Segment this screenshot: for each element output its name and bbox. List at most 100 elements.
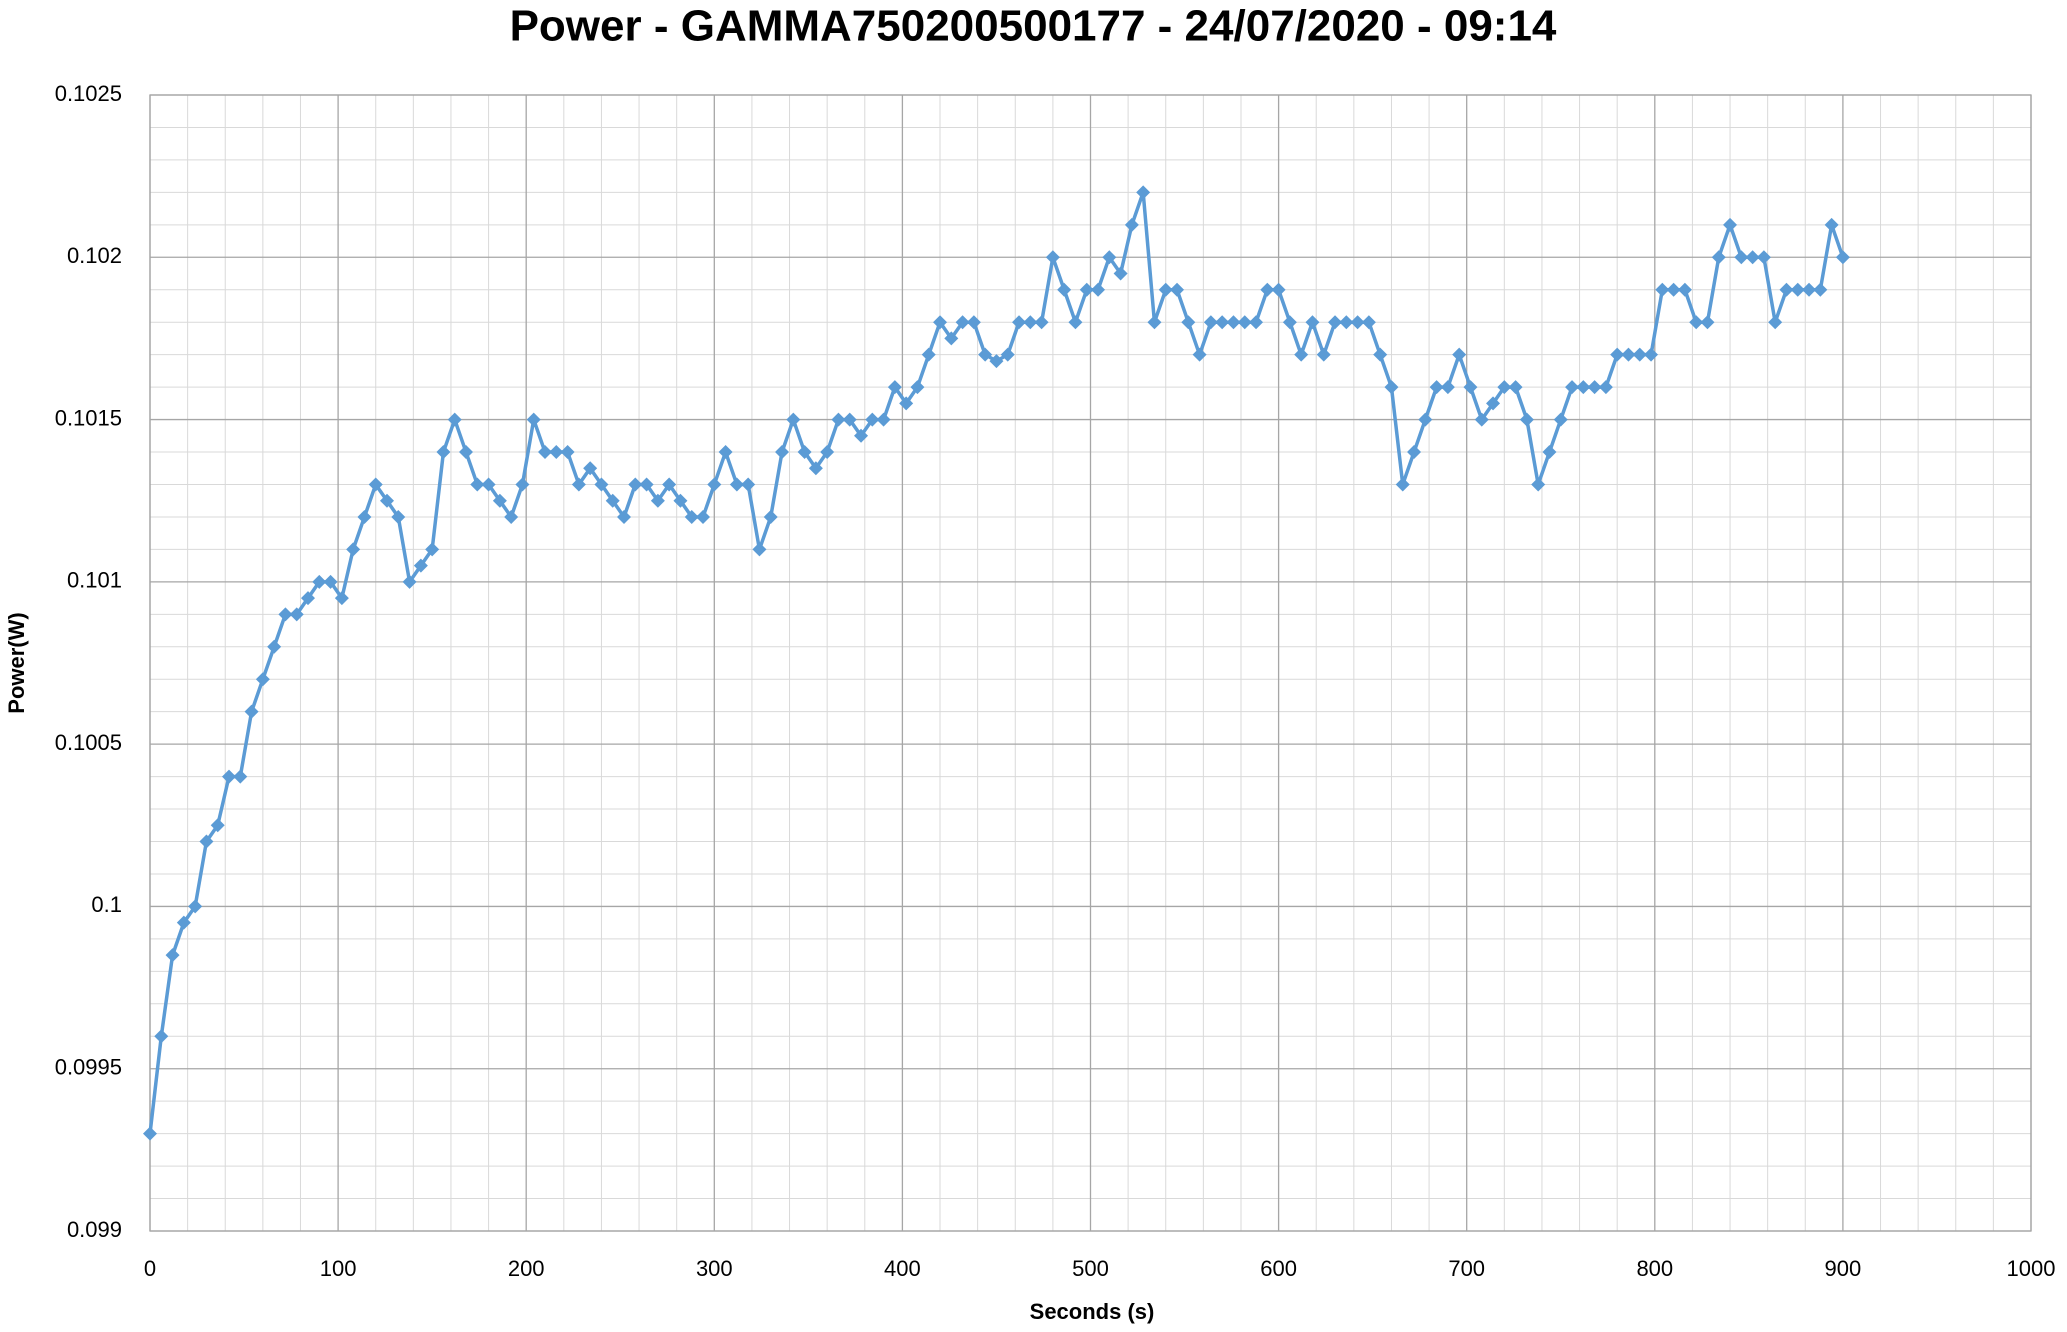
data-line (148, 190, 1845, 1134)
data-point (143, 1126, 157, 1141)
x-tick-label: 1000 (2007, 1256, 2056, 1281)
data-point (1226, 315, 1241, 330)
data-point (876, 412, 891, 427)
data-point (1768, 315, 1783, 330)
data-point (1361, 315, 1376, 330)
data-point (966, 315, 981, 330)
data-point (1045, 250, 1060, 265)
data-point (583, 461, 598, 476)
data-point (1598, 380, 1613, 395)
data-point (301, 591, 316, 606)
data-point (1079, 282, 1094, 297)
data-point (1610, 347, 1625, 362)
data-point (921, 347, 936, 362)
data-point (741, 477, 756, 492)
data-point (786, 412, 801, 427)
data-point (684, 509, 699, 524)
data-point (222, 769, 237, 784)
data-point (887, 380, 902, 395)
data-point (1136, 185, 1151, 200)
data-point (718, 445, 733, 460)
data-point (842, 412, 857, 427)
data-point (899, 396, 914, 411)
data-point (978, 347, 993, 362)
data-point (1802, 282, 1817, 297)
data-point (1813, 282, 1828, 297)
data-point (650, 493, 665, 508)
data-point (1328, 315, 1343, 330)
data-point (1000, 347, 1015, 362)
data-point (1102, 250, 1117, 265)
data-point (199, 834, 214, 849)
data-point (255, 672, 270, 687)
data-point (1790, 282, 1805, 297)
data-point (865, 412, 880, 427)
data-point (1339, 315, 1354, 330)
x-tick-label: 800 (1636, 1256, 1673, 1281)
data-point (1553, 412, 1568, 427)
data-point (1034, 315, 1049, 330)
data-point (1452, 347, 1467, 362)
data-point (176, 915, 191, 930)
data-point (312, 574, 327, 589)
data-point (1418, 412, 1433, 427)
data-point (380, 493, 395, 508)
x-tick-label: 600 (1260, 1256, 1297, 1281)
x-tick-label: 200 (508, 1256, 545, 1281)
data-point (933, 315, 948, 330)
data-point (1519, 412, 1534, 427)
data-point (1666, 282, 1681, 297)
data-point (696, 509, 711, 524)
data-point (244, 704, 259, 719)
data-point (797, 445, 812, 460)
data-point (391, 509, 406, 524)
data-point (278, 607, 293, 622)
data-point (210, 818, 225, 833)
data-point (425, 542, 440, 557)
data-point (334, 591, 349, 606)
data-point (1463, 380, 1478, 395)
y-tick-label: 0.1 (91, 892, 122, 917)
data-point (662, 477, 677, 492)
data-point (1745, 250, 1760, 265)
data-point (1170, 282, 1185, 297)
data-point (605, 493, 620, 508)
data-point (1734, 250, 1749, 265)
data-point (831, 412, 846, 427)
data-point (538, 445, 553, 460)
data-point (707, 477, 722, 492)
data-point (1091, 282, 1106, 297)
data-point (560, 445, 575, 460)
data-point (1068, 315, 1083, 330)
data-point (1012, 315, 1027, 330)
data-point (1271, 282, 1286, 297)
data-point (413, 558, 428, 573)
y-tick-label: 0.099 (67, 1217, 122, 1242)
data-point (289, 607, 304, 622)
data-point (1756, 250, 1771, 265)
data-point (775, 445, 790, 460)
data-point (1181, 315, 1196, 330)
data-point (617, 509, 632, 524)
data-point (639, 477, 654, 492)
data-point (323, 574, 338, 589)
data-point (808, 461, 823, 476)
data-point (1282, 315, 1297, 330)
y-tick-label: 0.102 (67, 243, 122, 268)
data-point (436, 445, 451, 460)
data-point (1700, 315, 1715, 330)
data-point (492, 493, 507, 508)
y-tick-label: 0.101 (67, 568, 122, 593)
y-axis-title: Power(W) (4, 612, 29, 713)
data-point (549, 445, 564, 460)
data-point (1576, 380, 1591, 395)
data-point (989, 354, 1004, 369)
data-point (1023, 315, 1038, 330)
data-point (267, 639, 282, 654)
data-point (526, 412, 541, 427)
y-tick-label: 0.1015 (55, 405, 122, 430)
data-point (1113, 266, 1128, 281)
data-point (1440, 380, 1455, 395)
data-point (188, 899, 203, 914)
data-point (1677, 282, 1692, 297)
